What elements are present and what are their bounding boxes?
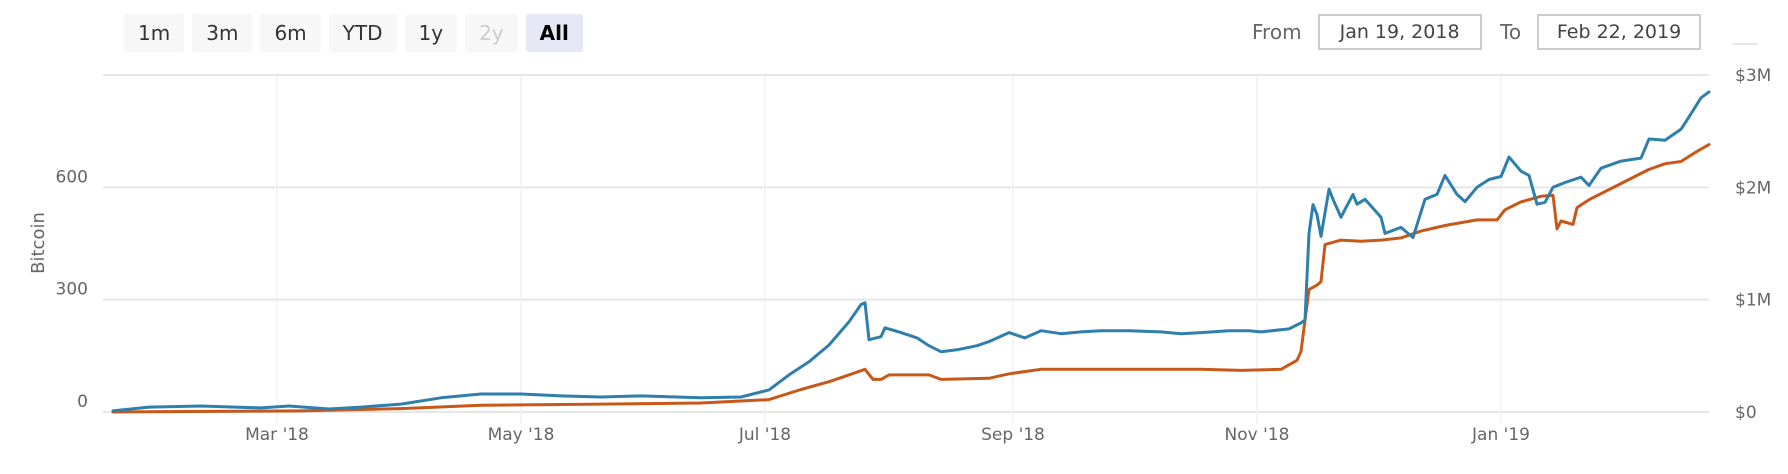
range-button-1m[interactable]: 1m xyxy=(124,14,185,52)
from-date-input[interactable]: Jan 19, 2018 xyxy=(1317,14,1482,50)
y-axis-left: 0 300 600 xyxy=(56,167,88,412)
y-right-tick-label: $0 xyxy=(1735,403,1757,423)
range-selector: 1m 3m 6m YTD 1y 2y All xyxy=(124,14,583,52)
usd-series-line xyxy=(111,143,1711,414)
chart-grid xyxy=(103,74,1709,424)
from-label: From xyxy=(1252,20,1302,44)
y-left-tick-label: 0 xyxy=(77,392,88,412)
y-axis-right: $0 $1M $2M $3M xyxy=(1735,66,1771,423)
range-button-1y[interactable]: 1y xyxy=(404,14,458,52)
x-tick-label: Jul '18 xyxy=(738,425,791,445)
x-tick-label: Nov '18 xyxy=(1225,425,1290,445)
range-button-all[interactable]: All xyxy=(525,14,583,52)
x-tick-label: Mar '18 xyxy=(245,425,309,445)
y-right-tick-label: $2M xyxy=(1735,178,1771,198)
y-left-tick-label: 300 xyxy=(56,280,88,300)
range-button-3m[interactable]: 3m xyxy=(192,14,253,52)
range-button-6m[interactable]: 6m xyxy=(260,14,321,52)
to-date-input[interactable]: Feb 22, 2019 xyxy=(1537,14,1702,50)
chart-series xyxy=(111,90,1711,414)
y-right-tick-label: $3M xyxy=(1735,66,1771,86)
bitcoin-series-line xyxy=(111,90,1711,413)
to-date-group: To Feb 22, 2019 xyxy=(1500,14,1702,50)
x-tick-label: Jan '19 xyxy=(1471,425,1530,445)
from-date-group: From Jan 19, 2018 xyxy=(1252,14,1482,50)
x-tick-label: Sep '18 xyxy=(981,425,1045,445)
y-axis-left-title: Bitcoin xyxy=(28,212,49,274)
to-label: To xyxy=(1500,20,1522,44)
x-tick-label: May '18 xyxy=(488,425,555,445)
range-button-2y: 2y xyxy=(465,14,518,52)
range-button-ytd[interactable]: YTD xyxy=(328,14,397,52)
x-axis: Mar '18 May '18 Jul '18 Sep '18 Nov '18 Jan '… xyxy=(245,425,1530,445)
y-right-tick-label: $1M xyxy=(1735,291,1771,311)
y-left-tick-label: 600 xyxy=(56,167,88,187)
